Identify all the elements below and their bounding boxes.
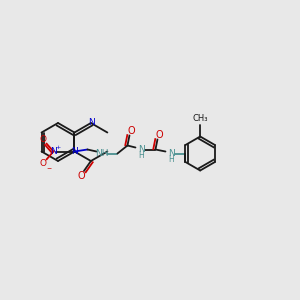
Text: −: −	[47, 165, 52, 170]
Text: N: N	[168, 149, 175, 158]
Text: N: N	[88, 118, 95, 127]
Text: O: O	[40, 159, 47, 168]
Text: NH: NH	[95, 149, 108, 158]
Text: H: H	[169, 155, 174, 164]
Text: O: O	[128, 125, 135, 136]
Text: O: O	[156, 130, 163, 140]
Text: CH₃: CH₃	[192, 114, 208, 123]
Text: O: O	[40, 135, 47, 144]
Text: O: O	[77, 171, 85, 181]
Text: H: H	[139, 151, 144, 160]
Text: +: +	[55, 145, 60, 150]
Text: N: N	[138, 145, 145, 154]
Text: N: N	[72, 148, 78, 157]
Text: N: N	[50, 147, 57, 156]
